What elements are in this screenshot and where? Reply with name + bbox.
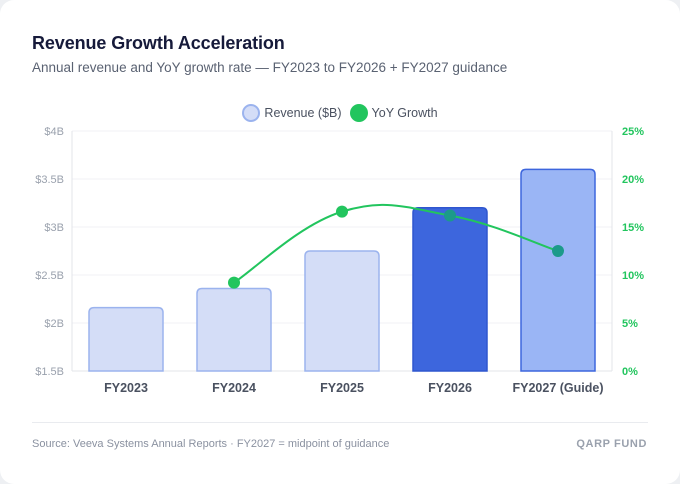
source-note: Source: Veeva Systems Annual Reports · F… bbox=[32, 438, 390, 450]
legend-item-growth[interactable]: YoY Growth bbox=[349, 104, 438, 122]
y-tick-left: $2B bbox=[44, 318, 64, 330]
revenue-bar bbox=[304, 250, 380, 372]
chart-title: Revenue Growth Acceleration bbox=[32, 33, 285, 53]
x-category-label: FY2025 bbox=[320, 381, 364, 395]
x-category-label: FY2026 bbox=[428, 381, 472, 395]
legend-swatch-growth bbox=[349, 104, 368, 122]
growth-point bbox=[336, 205, 348, 218]
x-category-label: FY2027 (Guide) bbox=[513, 381, 604, 395]
y-tick-left: $1.5B bbox=[35, 366, 64, 378]
legend-item-revenue[interactable]: Revenue ($B) bbox=[242, 104, 342, 122]
legend-label-revenue: Revenue ($B) bbox=[264, 106, 342, 120]
y-tick-left: $3B bbox=[44, 222, 64, 234]
growth-point bbox=[228, 276, 240, 289]
growth-point bbox=[444, 209, 456, 222]
revenue-bar bbox=[88, 306, 164, 372]
y-tick-right: 15% bbox=[622, 222, 644, 234]
y-tick-right: 5% bbox=[622, 318, 638, 330]
y-tick-right: 20% bbox=[622, 174, 644, 186]
revenue-bar bbox=[412, 207, 488, 372]
y-tick-left: $2.5B bbox=[35, 270, 64, 282]
revenue-bar bbox=[196, 287, 272, 372]
revenue-bar bbox=[520, 168, 596, 372]
growth-line bbox=[233, 203, 559, 284]
y-tick-left: $4B bbox=[44, 126, 64, 138]
x-category-label: FY2023 bbox=[104, 381, 148, 395]
brand-label: QARP FUND bbox=[576, 438, 647, 450]
x-category-label: FY2024 bbox=[212, 381, 256, 395]
chart-legend: Revenue ($B) YoY Growth bbox=[0, 104, 680, 122]
chart-subtitle: Annual revenue and YoY growth rate — FY2… bbox=[32, 60, 508, 75]
growth-point bbox=[552, 245, 564, 257]
chart-plot: $1.5B $2B $2.5B $3B $3.5B $4B 0% 5% 10% 15% 20% 25%… bbox=[35, 126, 644, 395]
y-tick-right: 25% bbox=[622, 126, 644, 138]
legend-label-growth: YoY Growth bbox=[371, 106, 438, 120]
y-tick-right: 10% bbox=[622, 270, 644, 282]
legend-swatch-revenue bbox=[242, 104, 261, 122]
y-tick-right: 0% bbox=[622, 366, 638, 378]
footer-divider bbox=[32, 422, 648, 423]
y-tick-left: $3.5B bbox=[35, 174, 64, 186]
